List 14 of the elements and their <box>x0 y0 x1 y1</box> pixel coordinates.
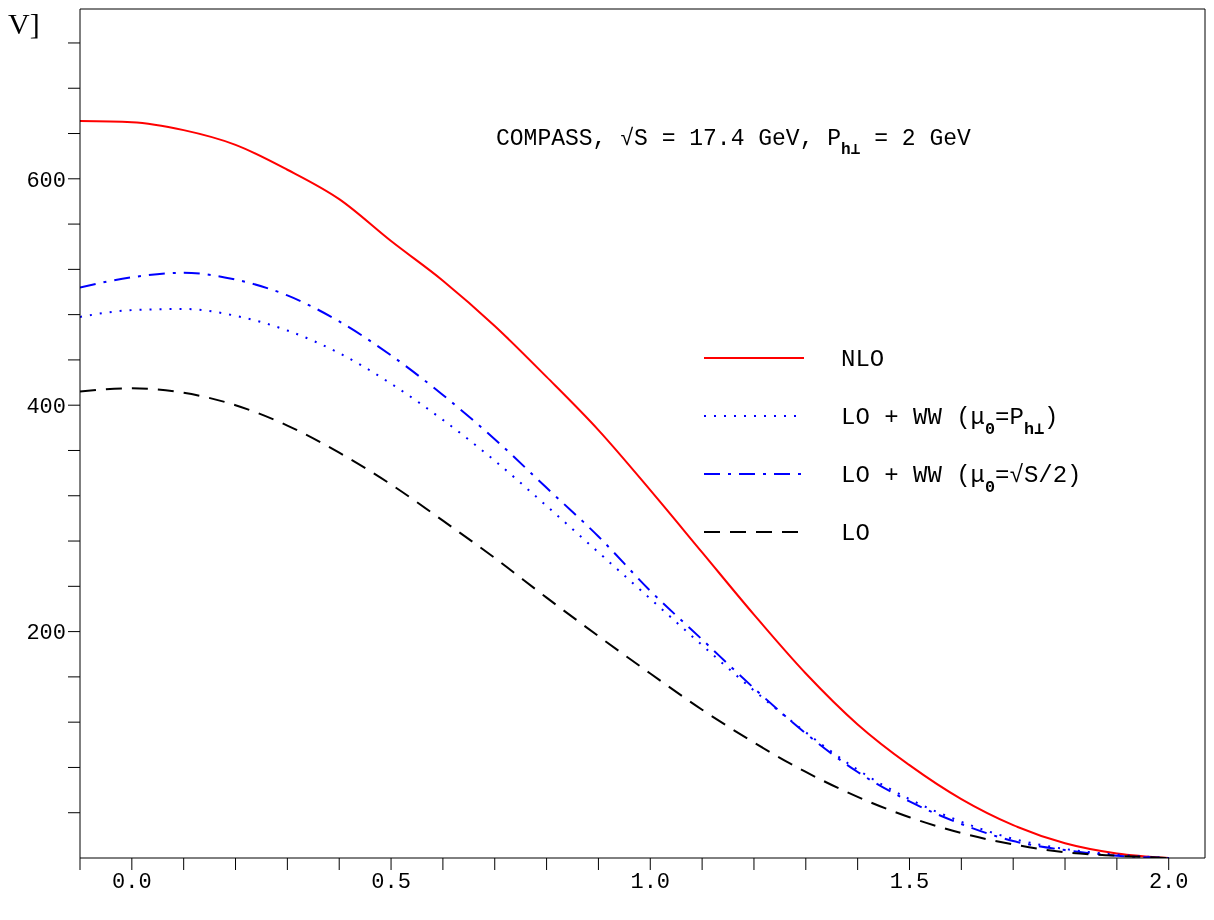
legend-label: LO <box>841 520 870 547</box>
x-tick-label: 2.0 <box>1148 869 1189 895</box>
legend-label: LO + WW (μ$_{0}$=P$_{h⊥}$) <box>841 404 1059 439</box>
annotation: COMPASS, √S = 17.4 GeV, P$_{h⊥}$ = 2 GeV <box>496 126 972 159</box>
legend-label: LO + WW (μ$_{0}$=√S/2) <box>841 462 1082 497</box>
y-tick-label: 600 <box>26 168 66 194</box>
y-tick-label: 200 <box>26 621 66 647</box>
y-axis-title: V] <box>8 7 40 40</box>
y-tick-label: 400 <box>26 395 66 421</box>
x-tick-label: 0.5 <box>371 869 411 895</box>
x-tick-label: 0.0 <box>112 869 152 895</box>
x-tick-label: 1.5 <box>889 869 930 895</box>
x-tick-label: 1.0 <box>630 869 671 895</box>
legend-label: NLO <box>841 346 885 373</box>
